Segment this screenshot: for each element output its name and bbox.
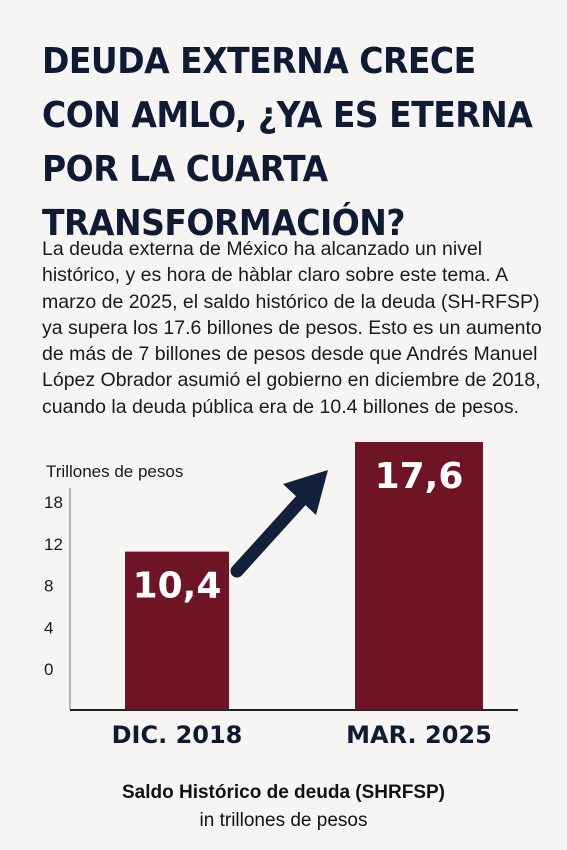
y-tick-label: 0 [44,660,53,679]
y-tick-label: 18 [44,493,63,512]
bar [355,442,483,710]
bar-value-label: 10,4 [133,566,222,607]
upward-arrow [230,470,328,578]
category-labels: DIC. 2018 MAR. 2025 [112,721,492,749]
category-label: MAR. 2025 [346,721,492,749]
y-tick-label: 8 [44,577,53,596]
headline-line: DEUDA EXTERNA CRECE [42,39,476,82]
body-paragraph: La deuda externa de México ha alcanzado … [42,238,542,418]
y-axis-title: Trillones de pesos [46,462,183,481]
y-tick-label: 4 [44,618,53,637]
caption-title: Saldo Histórico de deuda (SHRFSP) [121,782,446,803]
y-tick-label: 12 [44,535,63,554]
bar-value-label: 17,6 [375,456,464,497]
y-axis-ticks: 0 4 8 12 18 [44,493,63,679]
bars: 10,4 17,6 [125,442,483,710]
headline: DEUDA EXTERNA CRECE CON AMLO, ¿YA ES ETE… [42,34,542,250]
category-label: DIC. 2018 [112,721,243,749]
headline-line: CON AMLO, ¿YA ES ETERNA [42,93,533,136]
headline-line: TRANSFORMACIÓN? [42,201,406,244]
caption-subtitle: in trillones de pesos [199,810,368,831]
headline-line: POR LA CUARTA [42,147,328,190]
bar [125,551,229,710]
